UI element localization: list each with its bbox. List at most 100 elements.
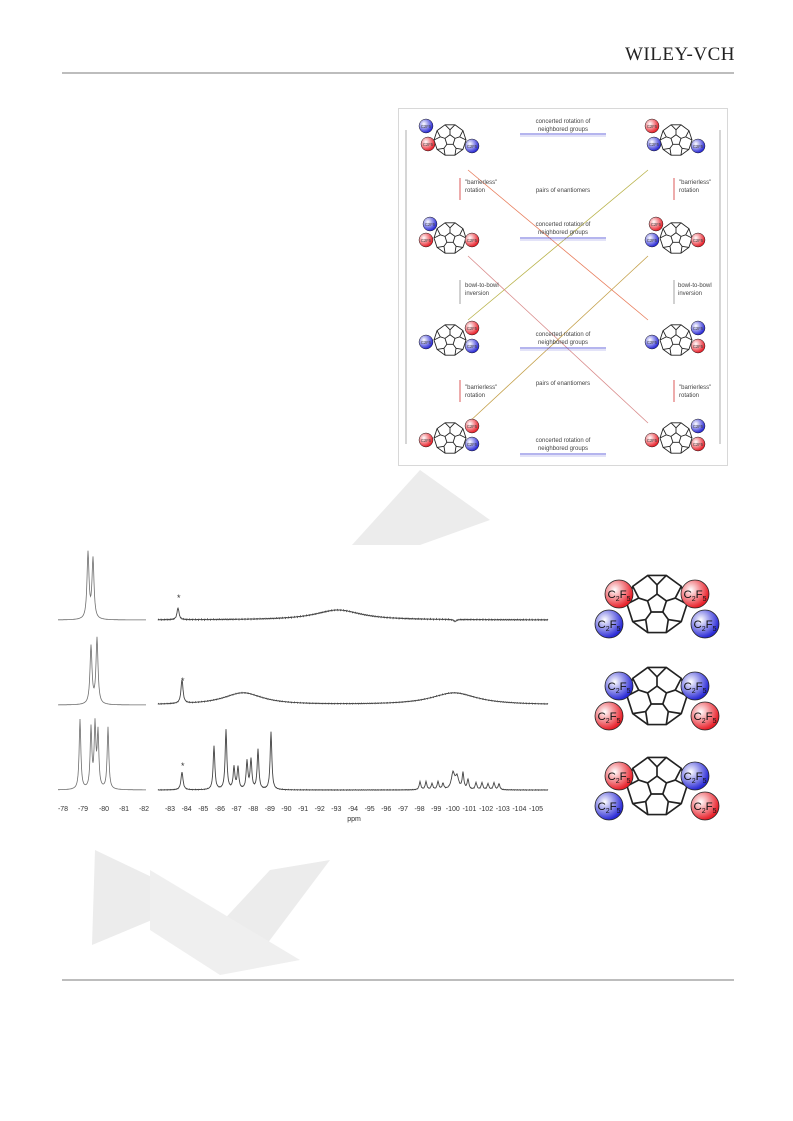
tick-label-right: -105: [529, 806, 543, 813]
barrierless-2b: rotation: [679, 188, 699, 194]
concerted-label-2b: neighbored groups: [538, 230, 588, 236]
tick-label-right: -86: [215, 806, 225, 813]
c2f5-group-label: C2F5: [467, 344, 478, 349]
concerted-label-4b: neighbored groups: [538, 446, 588, 452]
molecule-3: C2F5 C2F5 C2F5 C2F5: [594, 756, 720, 821]
c2f5-group-label: C2F5: [607, 771, 630, 785]
scheme-molecule-1: C2F5 C2F5 C2F5: [418, 118, 480, 156]
tick-label-right: -102: [479, 806, 493, 813]
impurity-mark-3: *: [181, 761, 185, 771]
tick-label-left: -81: [119, 806, 129, 813]
c2f5-group-label: C2F5: [693, 326, 704, 331]
impurity-mark-1: *: [177, 593, 181, 603]
c2f5-group-label: C2F5: [421, 438, 432, 443]
c2f5-group-label: C2F5: [647, 124, 658, 129]
bowl-inversion-2b: inversion: [678, 291, 702, 297]
tick-label-right: -87: [231, 806, 241, 813]
barrierless-1a: "barrierless": [465, 180, 497, 186]
nmr-spectra: * * * -78 -79 -80 -81 -82 -83 -84 -85 -86 -87 -88…: [58, 550, 549, 823]
c2f5-group-label: C2F5: [651, 222, 662, 227]
barrierless-2a: "barrierless": [679, 180, 711, 186]
tick-label-right: -84: [182, 806, 192, 813]
tick-label-right: -99: [431, 806, 441, 813]
concerted-label-1a: concerted rotation of: [536, 119, 591, 125]
tick-label-right: -85: [198, 806, 208, 813]
c2f5-group-label: C2F5: [421, 340, 432, 345]
tick-label-right: -93: [331, 806, 341, 813]
scheme-molecule-5: C2F5 C2F5 C2F5: [418, 320, 480, 356]
scheme-molecule-6: C2F5 C2F5 C2F5: [644, 320, 706, 356]
tick-label-right: -103: [496, 806, 510, 813]
tick-label-right: -88: [248, 806, 258, 813]
bowl-inversion-1a: bowl-to-bowl: [465, 283, 499, 289]
barrierless-4b: rotation: [679, 393, 699, 399]
c2f5-group-label: C2F5: [693, 144, 704, 149]
concerted-label-2a: concerted rotation of: [536, 222, 591, 228]
enantiomers-label-2: pairs of enantiomers: [536, 381, 590, 387]
tick-label-right: -89: [265, 806, 275, 813]
tick-label-right: -83: [165, 806, 175, 813]
barrierless-3a: "barrierless": [465, 385, 497, 391]
tick-label-right: -91: [298, 806, 308, 813]
concerted-label-3a: concerted rotation of: [536, 332, 591, 338]
tick-label-right: -92: [315, 806, 325, 813]
barrierless-1b: rotation: [465, 188, 485, 194]
c2f5-group-label: C2F5: [693, 238, 704, 243]
c2f5-group-label: C2F5: [693, 424, 704, 429]
bowl-inversion-2a: bowl-to-bowl: [678, 283, 712, 289]
c2f5-group-label: C2F5: [467, 238, 478, 243]
tick-label-right: -98: [414, 806, 424, 813]
c2f5-group-label: C2F5: [693, 801, 716, 815]
concerted-label-4a: concerted rotation of: [536, 438, 591, 444]
scheme-molecule-4: C2F5 C2F5 C2F5: [644, 216, 706, 254]
molecule-2: C2F5 C2F5 C2F5 C2F5: [594, 666, 720, 731]
c2f5-group-label: C2F5: [467, 424, 478, 429]
tick-label-right: -100: [446, 806, 460, 813]
c2f5-group-label: C2F5: [467, 144, 478, 149]
c2f5-group-label: C2F5: [693, 442, 704, 447]
tick-label-right: -94: [348, 806, 358, 813]
enantiomers-label-1: pairs of enantiomers: [536, 188, 590, 194]
scheme-molecule-2: C2F5 C2F5 C2F5: [644, 118, 706, 156]
c2f5-group-label: C2F5: [649, 142, 660, 147]
c2f5-group-label: C2F5: [425, 222, 436, 227]
tick-label-right: -101: [462, 806, 476, 813]
barrierless-3b: rotation: [465, 393, 485, 399]
c2f5-group-label: C2F5: [683, 681, 706, 695]
c2f5-group-label: C2F5: [423, 142, 434, 147]
c2f5-group-label: C2F5: [597, 619, 620, 633]
c2f5-group-label: C2F5: [421, 238, 432, 243]
tick-label-right: -97: [398, 806, 408, 813]
c2f5-group-label: C2F5: [597, 711, 620, 725]
c2f5-group-label: C2F5: [597, 801, 620, 815]
c2f5-group-label: C2F5: [693, 344, 704, 349]
publisher-logo: WILEY-VCH: [624, 44, 735, 65]
scheme-molecule-3: C2F5 C2F5 C2F5: [418, 216, 480, 254]
tick-label-left: -78: [58, 806, 68, 813]
concerted-label-1b: neighbored groups: [538, 127, 588, 133]
c2f5-group-label: C2F5: [421, 124, 432, 129]
concerted-label-3b: neighbored groups: [538, 340, 588, 346]
scheme-molecule-7: C2F5 C2F5 C2F5: [418, 418, 480, 454]
molecule-1: C2F5 C2F5 C2F5 C2F5: [594, 574, 720, 639]
tick-label-right: -90: [281, 806, 291, 813]
c2f5-group-label: C2F5: [647, 340, 658, 345]
impurity-mark-2: *: [181, 676, 185, 686]
c2f5-group-label: C2F5: [647, 238, 658, 243]
c2f5-group-label: C2F5: [647, 438, 658, 443]
c2f5-group-label: C2F5: [607, 589, 630, 603]
tick-label-left: -80: [99, 806, 109, 813]
header-rule: [62, 72, 734, 74]
c2f5-group-label: C2F5: [467, 326, 478, 331]
c2f5-group-label: C2F5: [607, 681, 630, 695]
c2f5-group-label: C2F5: [683, 771, 706, 785]
tick-label-left: -79: [78, 806, 88, 813]
scheme-molecule-8: C2F5 C2F5 C2F5: [644, 418, 706, 454]
tick-label-right: -104: [512, 806, 526, 813]
c2f5-group-label: C2F5: [467, 442, 478, 447]
bowl-inversion-1b: inversion: [465, 291, 489, 297]
c2f5-group-label: C2F5: [693, 619, 716, 633]
footer-rule: [62, 979, 734, 981]
x-axis-label: ppm: [347, 816, 361, 823]
